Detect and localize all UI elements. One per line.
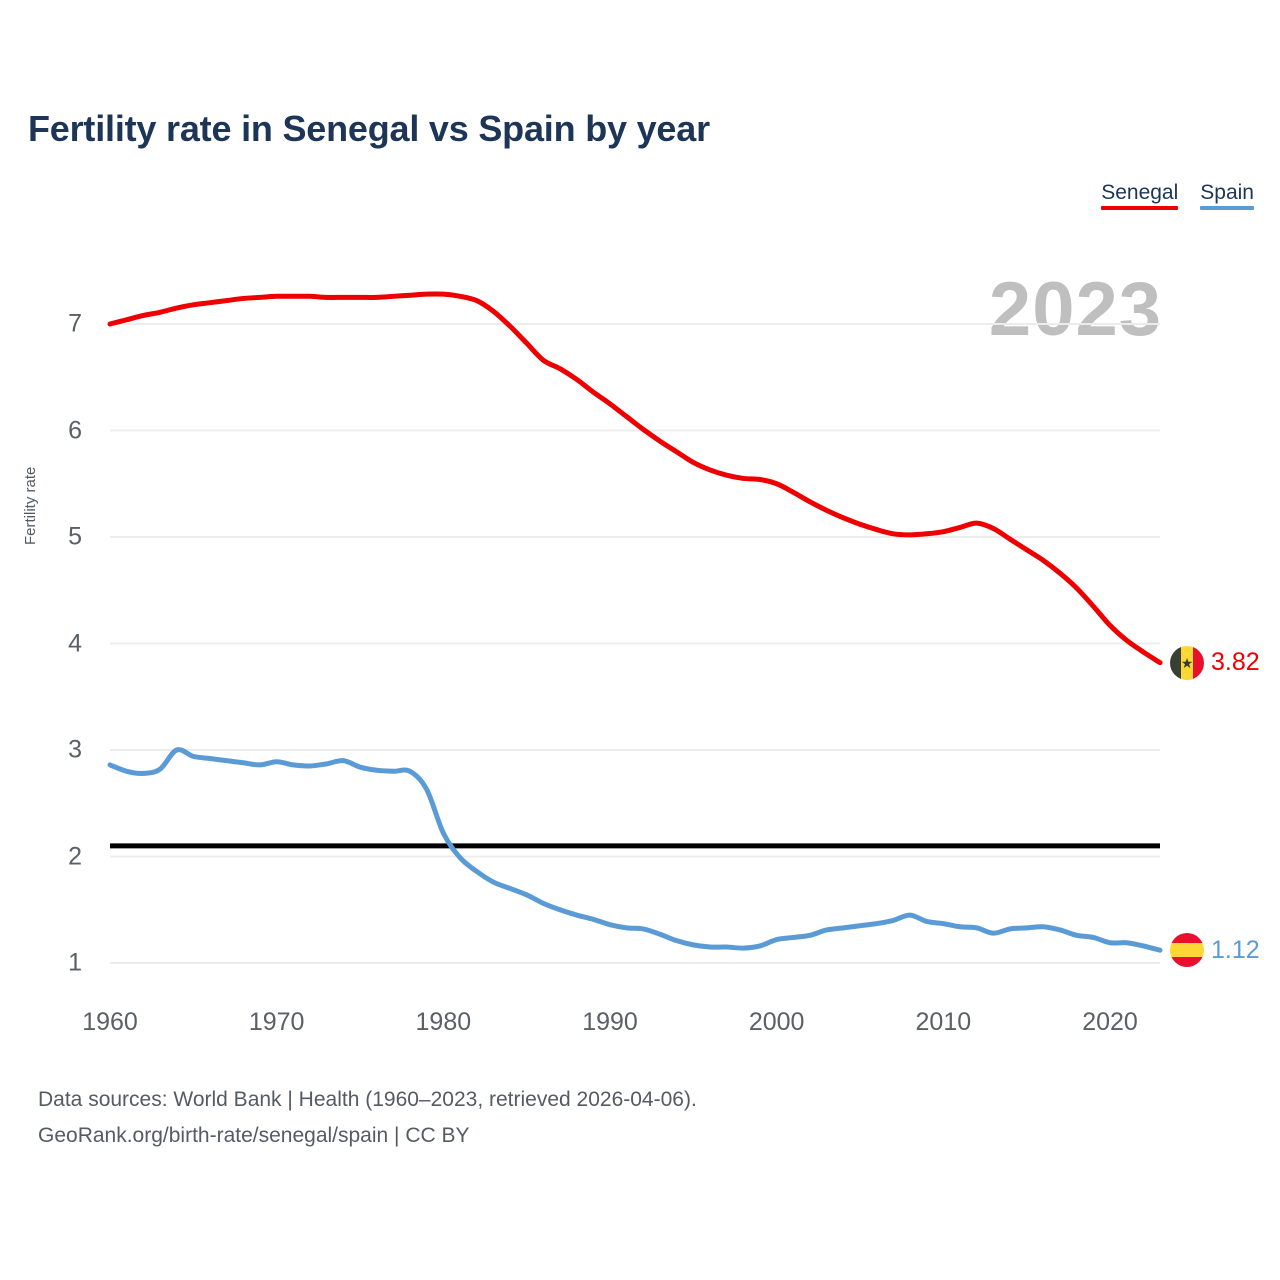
year-watermark: 2023 — [988, 267, 1162, 352]
page-title: Fertility rate in Senegal vs Spain by ye… — [28, 108, 710, 149]
series-line-spain — [107, 747, 1163, 953]
senegal-endpoint[interactable]: ★ 3.82 — [1170, 645, 1260, 680]
x-tick-2010: 2010 — [915, 1008, 972, 1036]
y-tick-2: 2 — [68, 842, 82, 870]
y-tick-7: 7 — [68, 309, 82, 338]
chart-legend: Senegal Spain — [1101, 181, 1254, 211]
senegal-endpoint-value: 3.82 — [1211, 648, 1260, 677]
footer-sources: Data sources: World Bank | Health (1960–… — [38, 1082, 697, 1154]
y-tick-4: 4 — [68, 629, 82, 657]
series-line-senegal — [107, 291, 1163, 666]
y-tick-3: 3 — [68, 735, 82, 764]
x-tick-1980: 1980 — [415, 1008, 472, 1036]
y-tick-5: 5 — [68, 522, 82, 551]
x-tick-1960: 1960 — [82, 1008, 138, 1036]
legend-label-senegal: Senegal — [1101, 181, 1179, 204]
x-tick-2020: 2020 — [1082, 1008, 1138, 1036]
x-tick-1970: 1970 — [248, 1008, 305, 1036]
y-tick-1: 1 — [68, 948, 82, 977]
footer-line-2: GeoRank.org/birth-rate/senegal/spain | C… — [38, 1124, 470, 1148]
y-tick-6: 6 — [68, 416, 82, 444]
x-tick-1990: 1990 — [582, 1008, 638, 1036]
spain-flag-icon — [1170, 933, 1204, 968]
legend-item-senegal[interactable]: Senegal — [1101, 181, 1179, 211]
legend-item-spain[interactable]: Spain — [1200, 181, 1254, 211]
legend-swatch-spain — [1200, 206, 1254, 211]
spain-endpoint[interactable]: 1.12 — [1170, 933, 1260, 968]
footer-line-1: Data sources: World Bank | Health (1960–… — [38, 1088, 697, 1111]
legend-swatch-senegal — [1101, 206, 1179, 211]
legend-label-spain: Spain — [1200, 181, 1254, 204]
gridlines — [110, 323, 1160, 964]
spain-endpoint-value: 1.12 — [1211, 935, 1260, 964]
x-tick-2000: 2000 — [748, 1008, 805, 1036]
senegal-flag-icon: ★ — [1170, 645, 1204, 680]
star-icon: ★ — [1180, 654, 1194, 671]
